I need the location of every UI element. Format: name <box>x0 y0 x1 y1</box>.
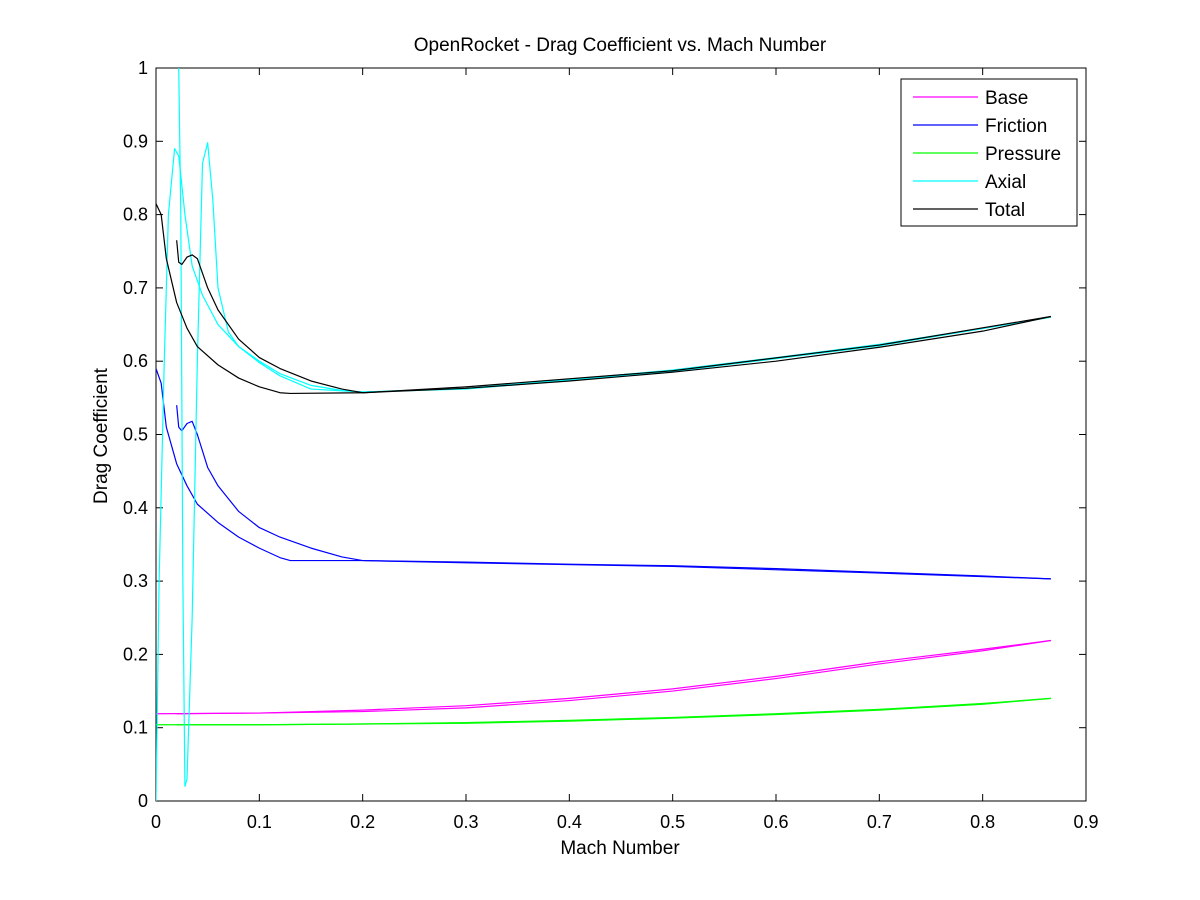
x-tick-label: 0.5 <box>660 812 685 832</box>
y-tick-label: 0 <box>138 791 148 811</box>
y-tick-label: 0.2 <box>123 644 148 664</box>
x-tick-label: 0.2 <box>350 812 375 832</box>
x-tick-label: 0.1 <box>247 812 272 832</box>
y-tick-label: 1 <box>138 58 148 78</box>
series-line-friction <box>156 368 1051 580</box>
legend-label-friction: Friction <box>985 116 1047 137</box>
legend-label-total: Total <box>985 200 1025 221</box>
chart-title: OpenRocket - Drag Coefficient vs. Mach N… <box>414 35 827 56</box>
y-tick-label: 0.6 <box>123 351 148 371</box>
legend-label-pressure: Pressure <box>985 144 1061 165</box>
y-tick-label: 0.8 <box>123 205 148 225</box>
x-tick-label: 0.9 <box>1073 812 1098 832</box>
series-line-pressure <box>176 697 1051 726</box>
series-lines <box>156 68 1051 801</box>
x-tick-label: 0.6 <box>763 812 788 832</box>
x-axis-label: Mach Number <box>560 838 680 859</box>
series-line-base <box>176 639 1051 715</box>
y-tick-label: 0.4 <box>123 498 148 518</box>
y-tick-label: 0.5 <box>123 425 148 445</box>
x-tick-label: 0 <box>151 812 161 832</box>
y-tick-label: 0.3 <box>123 571 148 591</box>
y-axis-label: Drag Coefficient <box>91 367 112 504</box>
series-line-total <box>176 240 1051 394</box>
y-tick-label: 0.7 <box>123 278 148 298</box>
y-tick-label: 0.9 <box>123 131 148 151</box>
legend-label-base: Base <box>985 88 1028 109</box>
series-line-axial <box>156 148 1051 801</box>
x-tick-label: 0.4 <box>557 812 582 832</box>
series-line-total <box>156 203 1051 395</box>
x-tick-label: 0.3 <box>453 812 478 832</box>
series-line-friction <box>176 405 1051 580</box>
y-tick-label: 0.1 <box>123 718 148 738</box>
legend-label-axial: Axial <box>985 172 1026 193</box>
series-group <box>156 68 1051 801</box>
series-line-base <box>156 639 1051 715</box>
legend: Base Friction Pressure Axial Total <box>900 78 1078 227</box>
axis-ticks: 0 0.1 0.2 0.3 0.4 0.5 0.6 0.7 0.8 0.9 0 0.1 0.2 0.3 0.… <box>123 58 1099 832</box>
x-tick-label: 0.8 <box>970 812 995 832</box>
x-tick-label: 0.7 <box>867 812 892 832</box>
